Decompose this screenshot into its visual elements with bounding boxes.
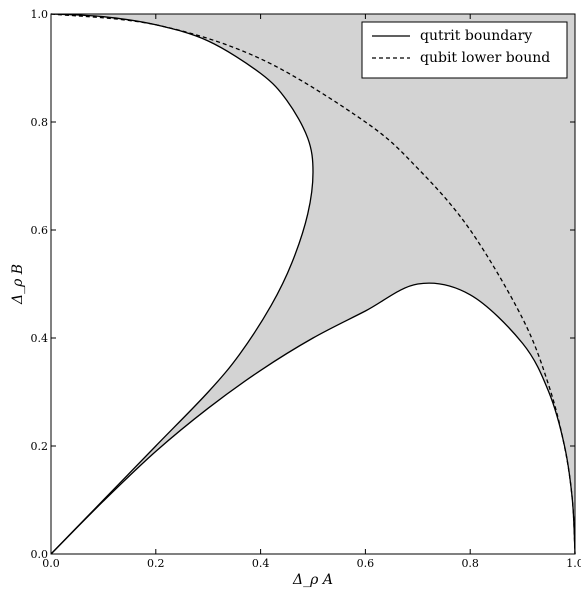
x-tick-label: 0.2: [147, 557, 165, 570]
x-tick-label: 0.6: [357, 557, 375, 570]
legend: qutrit boundary qubit lower bound: [361, 21, 568, 79]
qutrit-boundary-line-0: [50, 13, 314, 555]
x-tick-label: 0.4: [252, 557, 270, 570]
y-axis-label: Δ_ρ B: [10, 264, 26, 305]
curves-group: [50, 13, 576, 555]
y-tick-label: 0.2: [31, 440, 49, 453]
y-tick-label: 0.4: [31, 332, 49, 345]
legend-box: [361, 21, 568, 79]
y-tick-label: 0.0: [31, 548, 49, 561]
x-tick-label: 0.0: [42, 557, 60, 570]
x-tick-label: 1.0: [566, 557, 581, 570]
plot-frame: [50, 13, 576, 555]
y-tick-label: 1.0: [31, 8, 49, 21]
legend-label: qutrit boundary: [420, 28, 532, 44]
x-axis-ticks: 0.0 0.2 0.4 0.6 0.8 1.0: [42, 14, 581, 570]
shaded-region: [51, 14, 575, 554]
y-tick-label: 0.6: [31, 224, 49, 237]
legend-label: qubit lower bound: [420, 50, 550, 66]
y-axis-ticks: 0.0 0.2 0.4 0.6 0.8 1.0: [31, 8, 575, 561]
y-tick-label: 0.8: [31, 116, 49, 129]
x-tick-label: 0.8: [461, 557, 479, 570]
x-axis-label: Δ_ρ A: [292, 572, 333, 588]
